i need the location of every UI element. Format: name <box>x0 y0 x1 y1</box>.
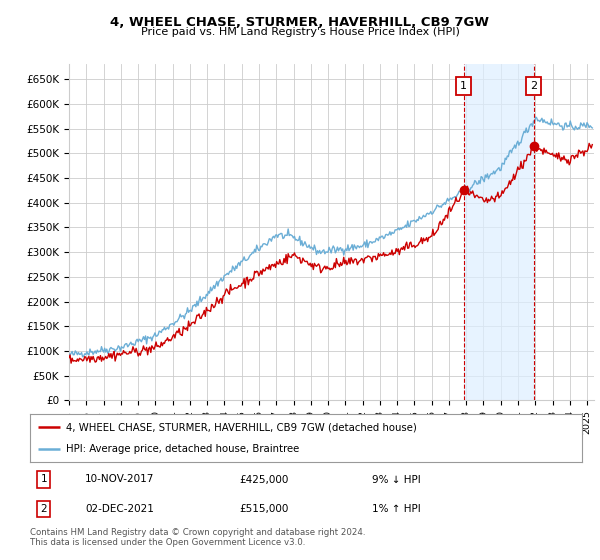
Text: 4, WHEEL CHASE, STURMER, HAVERHILL, CB9 7GW: 4, WHEEL CHASE, STURMER, HAVERHILL, CB9 … <box>110 16 490 29</box>
Text: Contains HM Land Registry data © Crown copyright and database right 2024.
This d: Contains HM Land Registry data © Crown c… <box>30 528 365 547</box>
Bar <box>464 64 534 400</box>
Text: 2: 2 <box>530 81 538 91</box>
Text: 9% ↓ HPI: 9% ↓ HPI <box>372 474 421 484</box>
Text: Price paid vs. HM Land Registry's House Price Index (HPI): Price paid vs. HM Land Registry's House … <box>140 27 460 37</box>
Text: 4, WHEEL CHASE, STURMER, HAVERHILL, CB9 7GW (detached house): 4, WHEEL CHASE, STURMER, HAVERHILL, CB9 … <box>66 422 417 432</box>
Text: 1: 1 <box>40 474 47 484</box>
Text: £515,000: £515,000 <box>240 504 289 514</box>
Text: £425,000: £425,000 <box>240 474 289 484</box>
Text: 02-DEC-2021: 02-DEC-2021 <box>85 504 154 514</box>
Text: 2: 2 <box>40 504 47 514</box>
Text: 1% ↑ HPI: 1% ↑ HPI <box>372 504 421 514</box>
Text: 1: 1 <box>460 81 467 91</box>
Text: HPI: Average price, detached house, Braintree: HPI: Average price, detached house, Brai… <box>66 444 299 454</box>
Text: 10-NOV-2017: 10-NOV-2017 <box>85 474 155 484</box>
